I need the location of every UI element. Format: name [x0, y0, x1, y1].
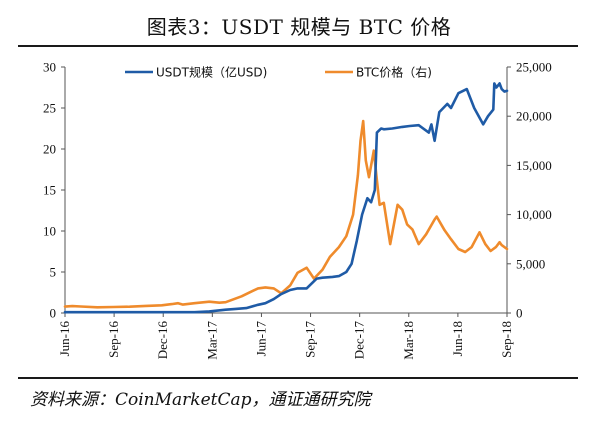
top-rule — [18, 45, 578, 47]
x-tick-label: Jun-16 — [57, 321, 72, 357]
bottom-rule — [18, 377, 578, 379]
left-tick-label: 5 — [50, 265, 57, 280]
chart: 0 5 10 15 20 25 30 0 5,000 10,000 15,000 20,000 25,0… — [43, 60, 552, 360]
x-tick-label: Dec-16 — [155, 321, 170, 360]
right-tick-label: 0 — [516, 306, 523, 321]
source-note: 资料来源：CoinMarketCap，通证通研究院 — [30, 390, 371, 410]
right-tick-label: 5,000 — [516, 256, 545, 271]
legend: USDT规模（亿USD) BTC价格（右) — [125, 65, 432, 80]
x-tick-label: Jun-18 — [450, 321, 465, 356]
left-tick-label: 25 — [43, 101, 56, 116]
x-tick-label: Dec-17 — [352, 321, 367, 360]
x-tick-label: Mar-18 — [401, 321, 416, 360]
left-tick-label: 0 — [50, 306, 57, 321]
x-tick-label: Sep-17 — [303, 321, 318, 358]
left-tick-label: 30 — [43, 60, 56, 75]
chart-axes: 0 5 10 15 20 25 30 0 5,000 10,000 15,000 20,000 25,0… — [43, 60, 552, 360]
x-tick-label: Sep-18 — [499, 321, 514, 358]
right-tick-label: 15,000 — [516, 158, 552, 173]
x-tick-label: Sep-16 — [106, 321, 121, 358]
right-tick-label: 25,000 — [516, 60, 552, 75]
btc-series-line — [63, 119, 509, 309]
right-tick-label: 10,000 — [516, 207, 552, 222]
x-tick-label: Mar-17 — [204, 321, 219, 360]
left-tick-label: 15 — [43, 183, 56, 198]
left-tick-label: 20 — [43, 142, 56, 157]
usdt-series-line — [63, 82, 509, 314]
legend-label: USDT规模（亿USD) — [156, 65, 267, 80]
figure-title: 图表3：USDT 规模与 BTC 价格 — [146, 15, 452, 39]
x-tick-label: Jun-17 — [253, 321, 268, 357]
right-tick-label: 20,000 — [516, 109, 552, 124]
series-layer — [63, 82, 509, 314]
left-tick-label: 10 — [43, 224, 56, 239]
legend-label: BTC价格（右) — [356, 65, 432, 80]
